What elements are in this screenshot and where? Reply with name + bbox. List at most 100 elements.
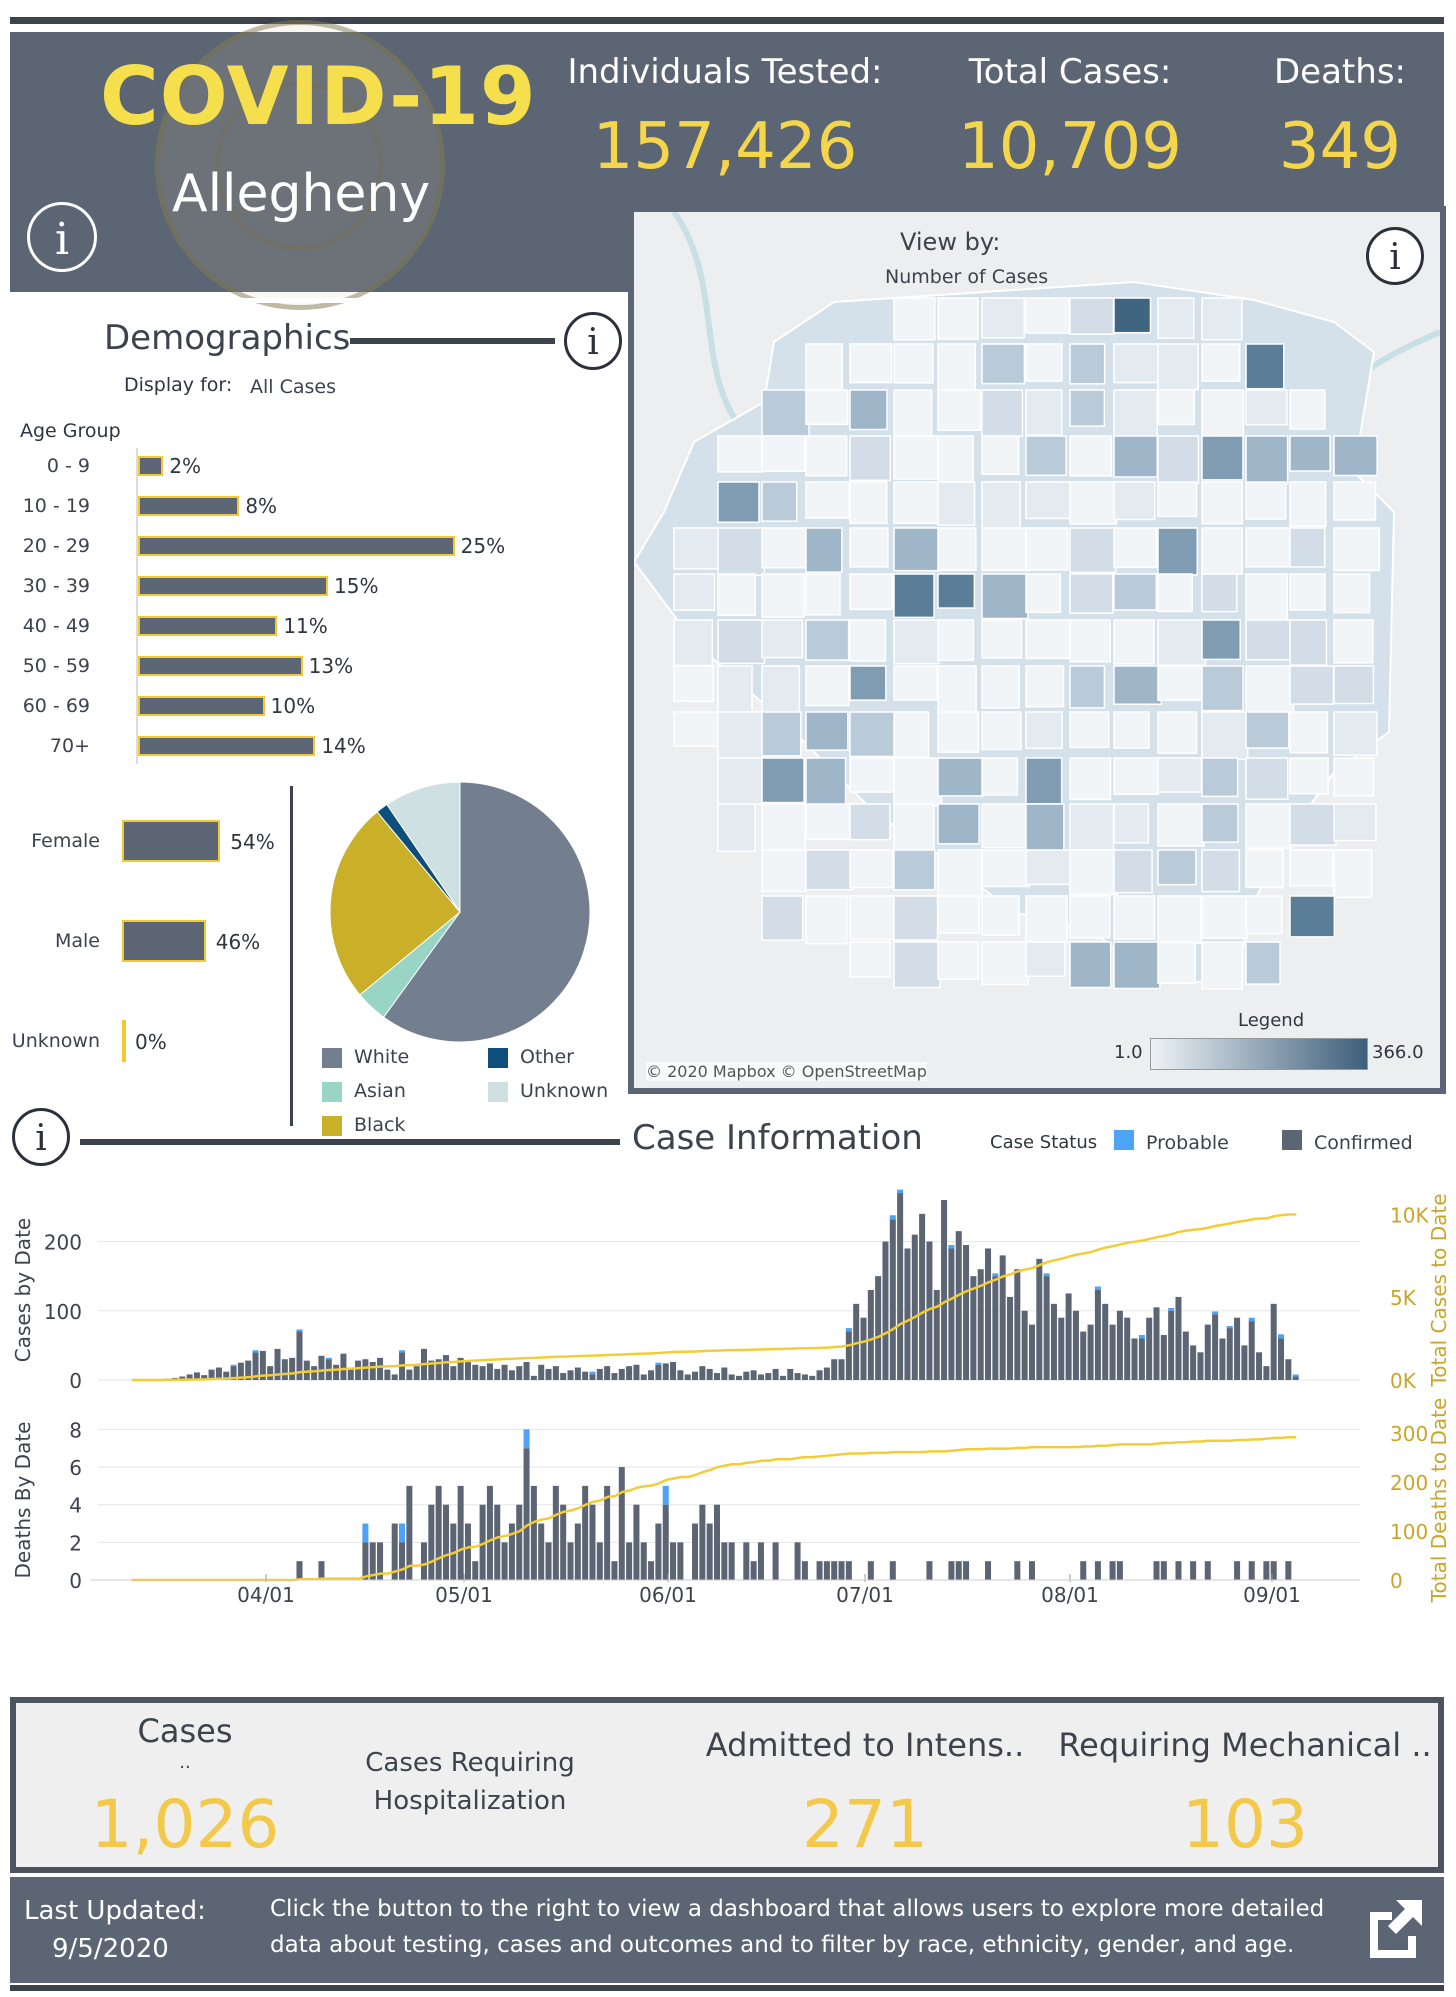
gender-bar-2[interactable]	[122, 1020, 126, 1062]
map-district[interactable]	[761, 527, 808, 569]
map-district[interactable]	[805, 481, 850, 519]
map-district[interactable]	[717, 711, 765, 761]
probable-swatch[interactable]	[1114, 1130, 1134, 1150]
map-district[interactable]	[1333, 527, 1381, 572]
map-district[interactable]	[805, 849, 854, 891]
map-district[interactable]	[1157, 389, 1196, 426]
map-district[interactable]	[981, 665, 1020, 709]
map-district[interactable]	[893, 481, 943, 524]
map-district[interactable]	[937, 619, 975, 662]
map-attribution[interactable]: © 2020 Mapbox © OpenStreetMap	[646, 1062, 927, 1081]
pie-slice-unknown[interactable]	[386, 781, 461, 914]
map-district[interactable]	[761, 389, 810, 437]
map-district[interactable]	[1157, 343, 1199, 391]
map-district[interactable]	[981, 619, 1023, 659]
map-district[interactable]	[1025, 941, 1066, 978]
race-swatch-1[interactable]	[322, 1082, 342, 1102]
map-district[interactable]	[937, 481, 976, 526]
map-district[interactable]	[1069, 941, 1112, 989]
map-district[interactable]	[1201, 849, 1241, 893]
map-district[interactable]	[1157, 435, 1200, 485]
map-district[interactable]	[1201, 665, 1244, 712]
map-district[interactable]	[1333, 435, 1378, 477]
probable-label[interactable]: Probable	[1146, 1132, 1229, 1154]
map-district[interactable]	[1289, 803, 1337, 846]
race-swatch-2[interactable]	[322, 1116, 342, 1136]
map-district[interactable]	[849, 941, 891, 978]
map-district[interactable]	[849, 757, 899, 793]
map-district[interactable]	[849, 849, 894, 889]
map-district[interactable]	[1025, 527, 1069, 571]
map-district[interactable]	[673, 573, 716, 611]
map-district[interactable]	[1289, 527, 1326, 568]
map-district[interactable]	[981, 573, 1029, 620]
map-district[interactable]	[1113, 665, 1163, 706]
map-district[interactable]	[1289, 573, 1326, 611]
map-district[interactable]	[1333, 573, 1371, 614]
demographics-info-icon[interactable]: i	[564, 312, 622, 370]
map-district[interactable]	[937, 711, 980, 753]
race-label-1[interactable]: Asian	[354, 1080, 406, 1102]
map-district[interactable]	[937, 849, 984, 898]
map-district[interactable]	[1025, 895, 1068, 944]
age-bar-4[interactable]	[138, 616, 278, 636]
map-district[interactable]	[1113, 711, 1150, 750]
map-district[interactable]	[1289, 711, 1329, 754]
map-district[interactable]	[1245, 343, 1285, 390]
age-bar-6[interactable]	[138, 696, 265, 716]
map-district[interactable]	[717, 481, 760, 523]
map-district[interactable]	[805, 895, 848, 945]
age-bar-0[interactable]	[138, 456, 164, 476]
map-district[interactable]	[1333, 665, 1375, 705]
map-district[interactable]	[1333, 803, 1377, 842]
map-district[interactable]	[761, 803, 806, 851]
map-district[interactable]	[761, 757, 805, 804]
map-district[interactable]	[805, 665, 850, 707]
map-district[interactable]	[1289, 619, 1328, 666]
map-district[interactable]	[1069, 849, 1119, 896]
map-district[interactable]	[1113, 389, 1158, 437]
map-district[interactable]	[981, 481, 1022, 530]
race-label-0[interactable]: White	[354, 1046, 410, 1068]
map-district[interactable]	[981, 435, 1020, 476]
case-info-icon[interactable]: i	[12, 1108, 70, 1166]
map-district[interactable]	[761, 711, 802, 757]
case-map[interactable]	[634, 212, 1440, 1088]
map-district[interactable]	[849, 389, 888, 431]
map-district[interactable]	[1113, 527, 1158, 569]
map-district[interactable]	[937, 573, 976, 609]
map-district[interactable]	[761, 619, 804, 659]
map-district[interactable]	[893, 619, 940, 665]
map-district[interactable]	[1069, 619, 1111, 663]
map-district[interactable]	[1157, 619, 1207, 666]
map-district[interactable]	[761, 895, 804, 941]
map-district[interactable]	[1157, 573, 1193, 613]
map-district[interactable]	[1245, 481, 1287, 520]
map-district[interactable]	[673, 619, 714, 667]
race-label-2[interactable]: Black	[354, 1114, 406, 1136]
map-district[interactable]	[805, 711, 849, 751]
map-district[interactable]	[849, 435, 892, 482]
pie-slice-white[interactable]	[382, 781, 591, 1043]
map-district[interactable]	[893, 803, 935, 852]
map-district[interactable]	[805, 527, 843, 573]
map-district[interactable]	[1245, 619, 1293, 661]
map-district[interactable]	[1157, 665, 1203, 701]
map-district[interactable]	[849, 527, 889, 568]
map-district[interactable]	[1201, 343, 1241, 383]
map-district[interactable]	[1289, 435, 1331, 472]
map-district[interactable]	[849, 481, 888, 525]
map-district[interactable]	[761, 481, 798, 522]
map-district[interactable]	[1289, 481, 1327, 527]
map-district[interactable]	[1245, 803, 1292, 850]
map-district[interactable]	[1333, 711, 1378, 756]
map-district[interactable]	[1113, 619, 1155, 665]
map-district[interactable]	[1245, 895, 1283, 935]
map-district[interactable]	[849, 665, 887, 701]
age-bar-5[interactable]	[138, 656, 303, 676]
map-district[interactable]	[1201, 619, 1241, 661]
map-district[interactable]	[1069, 481, 1118, 525]
age-bar-1[interactable]	[138, 496, 240, 516]
view-by-select[interactable]: Number of Cases	[885, 266, 1049, 288]
map-district[interactable]	[1333, 849, 1373, 899]
